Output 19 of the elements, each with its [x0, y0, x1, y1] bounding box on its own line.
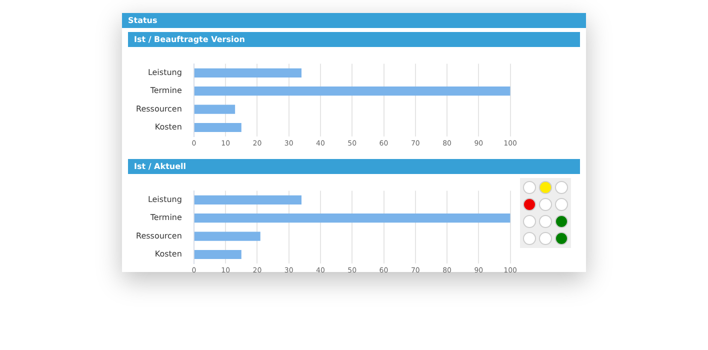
y-tick-label: Termine	[149, 86, 182, 96]
y-tick-label: Kosten	[154, 122, 182, 132]
y-tick-label: Leistung	[148, 68, 182, 77]
bar	[194, 195, 302, 204]
y-tick-label: Ressourcen	[136, 104, 182, 114]
y-tick-label: Kosten	[154, 250, 182, 259]
y-tick-label: Leistung	[148, 194, 182, 204]
chart-title: Ist / Beauftragte Version	[128, 32, 580, 47]
bar	[194, 250, 242, 260]
bar	[194, 122, 242, 132]
text: Status	[122, 13, 586, 28]
y-tick-label: Termine	[149, 213, 182, 222]
bar	[194, 86, 510, 96]
y-tick-label: Ressourcen	[136, 231, 182, 240]
bar	[194, 232, 260, 241]
bar	[194, 68, 302, 78]
chart-title: Ist / Aktuell	[128, 159, 580, 174]
bar	[194, 104, 236, 114]
bar	[194, 214, 510, 223]
